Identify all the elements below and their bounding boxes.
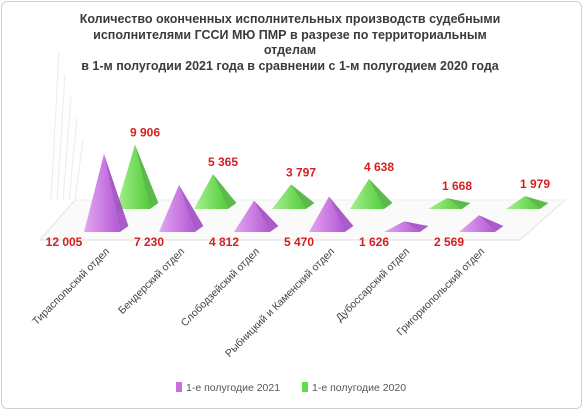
data-label-s2-5: 1 668 (442, 179, 472, 193)
data-label-s2-6: 1 979 (520, 177, 550, 191)
bar-s2-1 (116, 144, 159, 209)
chart-title-line-2: исполнителями ГССИ МЮ ПМР в разрезе по т… (93, 27, 487, 42)
chart-title-line-4: в 1-м полугодии 2021 года в сравнении с … (81, 58, 499, 73)
bar-s1-1 (84, 154, 129, 232)
category-label-2: Бендерский отдел (116, 246, 187, 317)
data-label-s2-1: 9 906 (130, 126, 160, 140)
bar-s1-6 (459, 215, 504, 232)
legend-swatch-2 (302, 382, 308, 392)
chart-title-line-1: Количество оконченных исполнительных про… (79, 12, 501, 26)
legend-label-2: 1-е полугодие 2020 (312, 382, 406, 394)
data-label-s1-3: 4 812 (209, 235, 239, 249)
bar-s1-2 (159, 185, 204, 232)
category-label-6: Григориопольский отдел (395, 246, 488, 339)
category-label-3: Слободзейский отдел (179, 246, 263, 330)
bar-s2-2 (194, 174, 237, 209)
bar-s1-5 (384, 221, 429, 232)
bar-s2-4 (350, 178, 393, 209)
data-label-s2-3: 3 797 (286, 165, 316, 179)
bar-s1-3 (234, 200, 279, 232)
data-label-s1-2: 7 230 (134, 235, 164, 249)
chart-title-line-3: отделам (263, 43, 317, 57)
chart-legend: 1-е полугодие 2021 1-е полугодие 2020 (176, 382, 406, 394)
chart-title: Количество оконченных исполнительных про… (40, 12, 540, 74)
data-label-s1-1: 12 005 (46, 235, 83, 249)
legend-swatch-1 (176, 382, 182, 392)
chart-labels: 9 906 5 365 3 797 4 638 1 668 1 979 12 005 7 23… (46, 126, 551, 249)
chart-marks (84, 144, 549, 232)
bar-s2-6 (506, 196, 549, 209)
bar-s1-4 (309, 196, 354, 232)
category-label-1: Тираспольский отдел (30, 246, 112, 328)
legend-label-1: 1-е полугодие 2021 (186, 382, 280, 394)
data-label-s1-4: 5 470 (284, 235, 314, 249)
data-label-s2-2: 5 365 (208, 155, 238, 169)
category-axis: Тираспольский отдел Бендерский отделСлобо… (30, 246, 487, 360)
data-label-s1-5: 1 626 (359, 235, 389, 249)
data-label-s2-4: 4 638 (364, 160, 394, 174)
bar-s2-5 (428, 198, 471, 209)
bar-s2-3 (272, 184, 315, 209)
data-label-s1-6: 2 569 (434, 235, 464, 249)
category-label-5: Дубоссарский отдел (334, 246, 413, 325)
